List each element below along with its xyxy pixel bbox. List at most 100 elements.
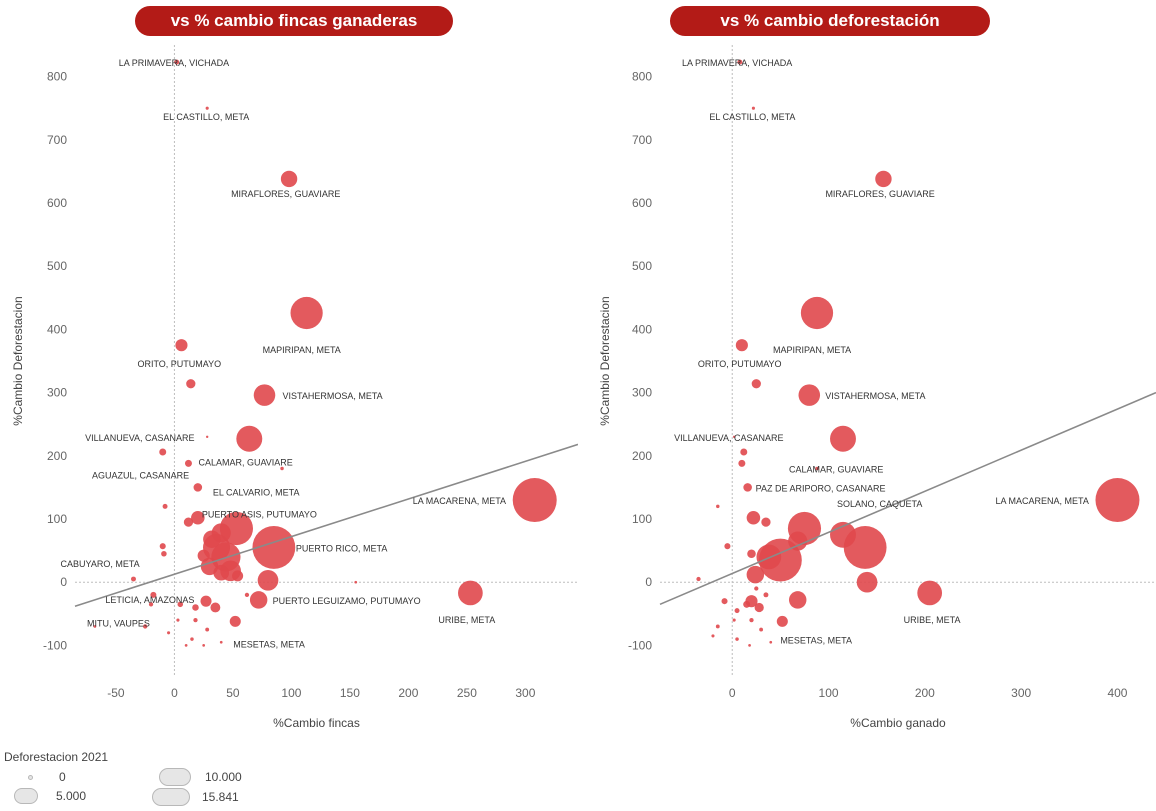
data-point bbox=[917, 580, 943, 606]
data-point bbox=[875, 170, 892, 188]
data-point bbox=[738, 459, 746, 467]
data-point bbox=[735, 637, 739, 641]
y-tick-label: 800 bbox=[632, 70, 652, 84]
legend-entry-label: 15.841 bbox=[202, 790, 239, 804]
data-point bbox=[747, 549, 756, 559]
x-tick-label: 0 bbox=[729, 686, 736, 700]
data-point bbox=[213, 564, 230, 581]
point-label: PUERTO ASIS, PUTUMAYO bbox=[202, 510, 317, 520]
data-point bbox=[290, 296, 323, 330]
y-tick-label: 700 bbox=[632, 133, 652, 147]
data-point bbox=[735, 339, 748, 352]
x-tick-label: 0 bbox=[171, 686, 178, 700]
data-point bbox=[210, 602, 221, 613]
data-point bbox=[737, 59, 743, 65]
data-point bbox=[696, 576, 701, 582]
data-point bbox=[830, 425, 856, 452]
data-point bbox=[191, 510, 205, 525]
size-legend: Deforestacion 2021 0 5.000 10.000 15.841 bbox=[4, 748, 304, 810]
legend-entry-0: 0 bbox=[22, 770, 66, 784]
point-label: AGUAZUL, CASANARE bbox=[92, 470, 189, 480]
x-tick-label: 100 bbox=[281, 686, 301, 700]
data-point bbox=[192, 604, 199, 611]
data-point bbox=[249, 591, 268, 609]
data-point bbox=[743, 600, 751, 608]
point-label: ORITO, PUTUMAYO bbox=[137, 359, 221, 369]
data-point bbox=[161, 550, 167, 557]
data-point bbox=[200, 595, 212, 607]
legend-bubble bbox=[28, 774, 33, 780]
data-point bbox=[721, 598, 728, 605]
point-label: PUERTO RICO, META bbox=[296, 543, 388, 553]
point-label: VILLANUEVA, CASANARE bbox=[674, 433, 783, 443]
data-point bbox=[749, 617, 754, 623]
x-tick-label: 100 bbox=[819, 686, 839, 700]
x-tick-label: 250 bbox=[457, 686, 477, 700]
legend-entry-label: 10.000 bbox=[205, 770, 242, 784]
x-axis-title: %Cambio fincas bbox=[273, 716, 360, 730]
data-point bbox=[458, 580, 483, 606]
data-point bbox=[219, 640, 223, 644]
data-point bbox=[131, 576, 136, 582]
y-tick-label: 600 bbox=[632, 196, 652, 210]
data-point bbox=[174, 59, 180, 65]
legend-entry-label: 0 bbox=[59, 770, 66, 784]
point-label: PUERTO LEGUIZAMO, PUTUMAYO bbox=[273, 596, 421, 606]
data-point bbox=[236, 425, 263, 452]
point-label: MIRAFLORES, GUAVIARE bbox=[231, 189, 340, 199]
x-tick-label: 200 bbox=[398, 686, 418, 700]
data-point bbox=[93, 625, 97, 628]
y-tick-label: 500 bbox=[47, 259, 67, 273]
data-point bbox=[186, 379, 196, 389]
y-tick-label: 200 bbox=[47, 449, 67, 463]
legend-entry-2: 10.000 bbox=[159, 768, 242, 786]
data-point bbox=[280, 466, 284, 471]
trend-line bbox=[74, 443, 578, 607]
y-tick-label: 600 bbox=[47, 196, 67, 210]
point-label: PAZ DE ARIPORO, CASANARE bbox=[756, 483, 886, 493]
data-point bbox=[229, 615, 241, 627]
y-tick-label: -100 bbox=[628, 638, 652, 652]
data-point bbox=[756, 544, 782, 570]
data-point bbox=[193, 483, 203, 492]
data-point bbox=[746, 510, 761, 525]
y-tick-label: 800 bbox=[47, 70, 67, 84]
data-point bbox=[232, 570, 244, 582]
data-point bbox=[800, 296, 834, 330]
data-point bbox=[754, 586, 759, 591]
y-tick-label: 0 bbox=[645, 575, 652, 589]
x-tick-label: 50 bbox=[226, 686, 240, 700]
data-point bbox=[159, 543, 166, 550]
y-tick-label: 200 bbox=[632, 449, 652, 463]
x-axis-title: %Cambio ganado bbox=[850, 716, 946, 730]
point-label: MESETAS, META bbox=[233, 639, 305, 649]
trend-line bbox=[659, 391, 1156, 606]
data-point bbox=[732, 435, 736, 439]
data-point bbox=[815, 466, 819, 471]
data-point bbox=[751, 106, 755, 110]
y-tick-label: 400 bbox=[632, 322, 652, 336]
data-point bbox=[183, 517, 194, 527]
data-point bbox=[162, 503, 168, 509]
point-label: MAPIRIPAN, META bbox=[773, 345, 851, 355]
data-point bbox=[734, 608, 740, 614]
y-tick-label: 400 bbox=[47, 322, 67, 336]
data-point bbox=[190, 637, 194, 641]
point-label: EL CASTILLO, META bbox=[163, 112, 249, 122]
point-label: VISTAHERMOSA, META bbox=[825, 391, 925, 401]
data-point bbox=[856, 571, 878, 593]
legend-bubble bbox=[159, 768, 191, 786]
data-point bbox=[159, 448, 167, 456]
data-point bbox=[143, 624, 148, 629]
point-label: EL CASTILLO, META bbox=[709, 112, 795, 122]
data-point bbox=[732, 618, 736, 622]
point-label: MIRAFLORES, GUAVIARE bbox=[825, 189, 934, 199]
left-panel-title: vs % cambio fincas ganaderas bbox=[135, 6, 453, 36]
data-point bbox=[197, 549, 210, 562]
y-axis-title: %Cambio Deforestacion bbox=[598, 296, 612, 425]
data-point bbox=[761, 517, 771, 527]
point-label: MAPIRIPAN, META bbox=[263, 345, 341, 355]
point-label: VISTAHERMOSA, META bbox=[283, 391, 383, 401]
data-point bbox=[769, 640, 773, 644]
data-point bbox=[743, 483, 752, 492]
